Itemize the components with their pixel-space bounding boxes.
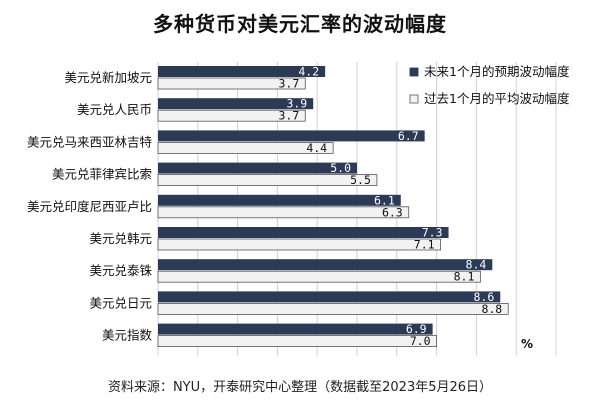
data-label: 3.9 <box>286 97 307 111</box>
data-label: 8.4 <box>466 258 487 272</box>
category-label: 美元兑韩元 <box>89 231 152 246</box>
bar-future <box>158 291 501 303</box>
data-label: 8.8 <box>481 302 502 316</box>
data-label: 5.5 <box>350 173 371 187</box>
source-note: 资料来源：NYU，开泰研究中心整理（数据截至2023年5月26日） <box>107 380 493 395</box>
data-label: 5.0 <box>330 161 351 175</box>
unit-label: % <box>521 337 533 351</box>
data-label: 6.9 <box>406 322 427 336</box>
data-label: 6.7 <box>398 129 419 143</box>
bar-future <box>158 162 357 174</box>
bar-past <box>157 238 441 251</box>
bar-future <box>158 323 433 335</box>
bar-past <box>157 335 438 348</box>
data-label: 6.1 <box>374 193 395 207</box>
category-label: 美元兑马来西亚林吉特 <box>27 134 152 149</box>
bar-future <box>158 130 425 142</box>
data-label: 7.1 <box>414 238 435 252</box>
data-label: 6.3 <box>382 205 403 219</box>
category-label: 美元兑泰铢 <box>89 263 152 278</box>
category-label: 美元兑新加坡元 <box>64 70 152 85</box>
bar-future <box>158 194 401 206</box>
category-label: 美元兑日元 <box>89 295 152 310</box>
chart-title: 多种货币对美元汇率的波动幅度 <box>153 12 447 36</box>
data-label: 7.3 <box>422 226 443 240</box>
bar-past <box>157 109 306 122</box>
legend-swatch-future <box>409 67 419 77</box>
bar-past <box>157 302 509 315</box>
data-label: 4.2 <box>298 65 319 79</box>
legend-label: 过去1个月的平均波动幅度 <box>424 91 570 106</box>
bar-future <box>158 98 314 110</box>
data-label: 8.6 <box>473 290 494 304</box>
bar-past <box>157 174 378 187</box>
legend-label: 未来1个月的预期波动幅度 <box>424 64 570 79</box>
bar-past <box>157 206 410 219</box>
data-label: 7.0 <box>410 334 431 348</box>
category-label: 美元指数 <box>102 328 153 343</box>
category-label: 美元兑菲律宾比索 <box>52 167 152 182</box>
bar-past <box>157 77 306 90</box>
category-label: 美元兑人民币 <box>77 102 152 117</box>
data-label: 4.4 <box>306 141 327 155</box>
bar-past <box>157 270 481 283</box>
bar-future <box>158 227 449 238</box>
bar-past <box>157 141 334 154</box>
legend-swatch-past <box>409 94 419 104</box>
bar-future <box>158 66 326 77</box>
category-label: 美元兑印度尼西亚卢比 <box>27 199 152 214</box>
data-label: 3.7 <box>278 109 299 123</box>
bar-future <box>158 259 493 271</box>
data-label: 8.1 <box>454 270 475 284</box>
data-label: 3.7 <box>278 77 299 91</box>
